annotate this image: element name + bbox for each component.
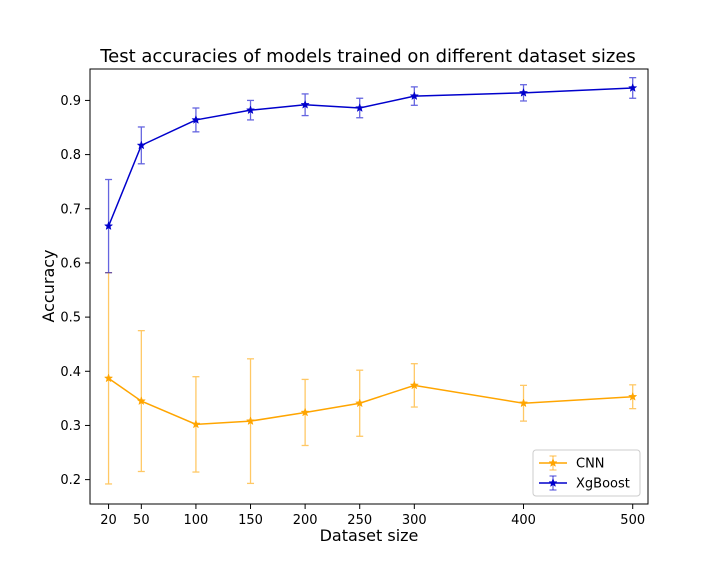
x-tick-label: 300 [402,513,427,528]
data-point [355,103,365,112]
chart-title: Test accuracies of models trained on dif… [99,46,636,67]
series-line [107,87,633,227]
y-tick-label: 0.8 [60,148,81,163]
y-tick-label: 0.2 [60,473,81,488]
data-point [103,221,114,231]
data-point [245,416,256,426]
data-point [300,407,310,417]
legend-box [532,449,641,497]
data-point [136,140,147,150]
data-point [409,380,419,390]
data-point [136,396,147,406]
data-point [300,99,310,109]
plot-area [89,68,649,505]
data-point [245,105,256,115]
x-axis-label: Dataset size [320,526,419,545]
x-tick-label: 100 [184,513,209,528]
data-point [191,419,201,429]
data-point [191,115,201,124]
x-axis: 20 50 100 150 200 250 300 400 500 [100,504,645,528]
legend-entry-xgboost: XgBoost [539,475,630,492]
y-tick-label: 0.9 [60,94,81,109]
data-point [103,373,114,383]
legend-label: XgBoost [576,477,630,492]
data-point [628,83,638,92]
legend-entry-cnn: CNN [539,455,605,472]
y-tick-label: 0.7 [60,202,81,217]
series-line [108,377,633,426]
series-layer [103,77,638,485]
y-axis: 0.2 0.3 0.4 0.5 0.6 0.7 0.8 0.9 [60,94,90,488]
x-tick-label: 400 [511,513,536,528]
x-tick-label: 20 [100,513,117,528]
data-point [518,87,529,97]
x-tick-label: 250 [347,513,372,528]
x-tick-label: 200 [293,513,318,528]
y-tick-label: 0.5 [60,311,81,326]
data-point [355,398,365,408]
y-tick-label: 0.3 [60,419,81,434]
y-axis-label: Accuracy [39,249,58,322]
data-point [518,398,529,408]
y-tick-label: 0.6 [60,256,81,271]
legend: CNN XgBoost [532,449,641,497]
data-point [628,391,638,401]
x-tick-label: 150 [238,513,263,528]
x-tick-label: 50 [133,513,150,528]
x-tick-label: 500 [620,513,645,528]
data-point [409,91,419,101]
series-xgboost [103,77,638,274]
legend-label: CNN [576,457,605,472]
y-tick-label: 0.4 [60,365,81,380]
